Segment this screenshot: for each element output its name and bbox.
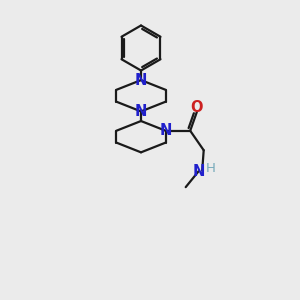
Text: N: N [159,123,172,138]
Text: N: N [135,104,147,119]
Text: H: H [206,162,215,175]
Text: N: N [135,73,147,88]
Text: O: O [190,100,203,115]
Text: N: N [192,164,205,179]
